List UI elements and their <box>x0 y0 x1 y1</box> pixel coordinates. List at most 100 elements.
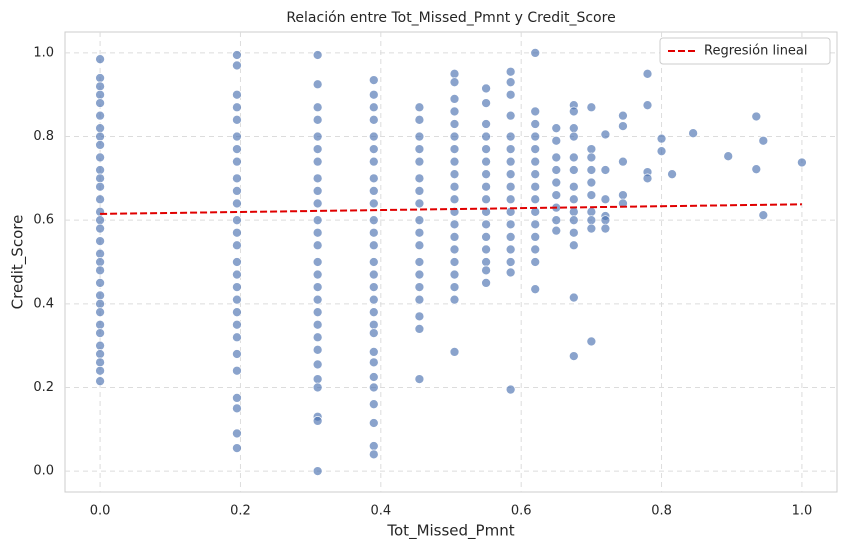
point <box>312 382 323 393</box>
point <box>505 156 516 167</box>
point <box>312 173 323 184</box>
point <box>312 50 323 60</box>
point <box>481 119 491 129</box>
point <box>232 403 242 414</box>
point <box>481 265 491 276</box>
point <box>95 307 105 318</box>
point <box>449 156 460 167</box>
point <box>530 284 541 295</box>
point <box>368 186 379 196</box>
point <box>312 227 323 238</box>
point <box>530 181 541 192</box>
point <box>586 206 597 217</box>
point <box>505 131 516 142</box>
y-axis-label: Credit_Score <box>9 215 28 310</box>
point <box>449 131 460 142</box>
point <box>481 278 491 288</box>
point <box>505 194 516 205</box>
point <box>568 227 579 238</box>
point <box>600 223 611 234</box>
point <box>368 269 379 280</box>
point <box>312 131 323 142</box>
point <box>758 135 769 146</box>
point <box>481 98 491 108</box>
point <box>312 186 323 196</box>
point <box>481 257 491 267</box>
point <box>530 106 541 117</box>
point <box>586 336 597 347</box>
point <box>368 382 379 393</box>
point <box>95 265 105 276</box>
point <box>530 219 541 230</box>
point <box>414 131 425 142</box>
point <box>232 186 242 196</box>
point <box>95 194 105 205</box>
point <box>568 106 579 117</box>
point <box>312 114 323 125</box>
point <box>568 215 579 226</box>
point <box>568 165 579 175</box>
point <box>95 165 105 175</box>
point <box>505 181 516 192</box>
point <box>95 290 105 301</box>
point <box>95 365 105 376</box>
point <box>368 399 379 410</box>
point <box>449 68 460 79</box>
x-tick-label: 0.6 <box>511 504 532 519</box>
point <box>95 278 105 288</box>
point <box>95 328 105 338</box>
point <box>618 121 628 131</box>
point <box>312 344 323 355</box>
y-tick-label: 0.4 <box>33 296 54 311</box>
point <box>232 307 242 318</box>
point <box>312 257 323 267</box>
point <box>481 156 491 167</box>
point <box>414 227 425 238</box>
point <box>481 181 491 192</box>
point <box>95 215 105 226</box>
point <box>618 156 628 167</box>
point <box>530 257 541 267</box>
point <box>481 219 491 230</box>
point <box>568 131 579 142</box>
point <box>449 244 460 255</box>
chart-title: Relación entre Tot_Missed_Pmnt y Credit_… <box>286 10 615 26</box>
y-tick-label: 0.0 <box>33 464 54 479</box>
point <box>505 384 516 395</box>
point <box>95 152 105 163</box>
point <box>368 156 379 167</box>
point <box>568 292 579 303</box>
point <box>568 194 579 205</box>
legend-label: Regresión lineal <box>704 44 808 59</box>
point <box>568 351 579 361</box>
point <box>586 177 597 188</box>
point <box>95 89 105 100</box>
point <box>481 244 491 255</box>
point <box>368 282 379 292</box>
point <box>551 215 562 226</box>
point <box>586 144 597 154</box>
point <box>232 131 242 142</box>
point <box>568 152 579 163</box>
point <box>414 269 425 280</box>
point <box>368 114 379 125</box>
point <box>568 123 579 134</box>
point <box>312 282 323 292</box>
point <box>449 106 460 117</box>
point <box>232 50 242 60</box>
point <box>481 83 491 94</box>
point <box>232 269 242 280</box>
point <box>312 198 323 209</box>
point <box>758 210 769 221</box>
point <box>95 223 105 234</box>
point <box>232 114 242 125</box>
point <box>232 60 242 71</box>
point <box>95 349 105 359</box>
point <box>368 294 379 305</box>
point <box>368 328 379 338</box>
point <box>723 151 734 162</box>
point <box>505 77 516 88</box>
point <box>642 173 653 184</box>
point <box>449 181 460 192</box>
